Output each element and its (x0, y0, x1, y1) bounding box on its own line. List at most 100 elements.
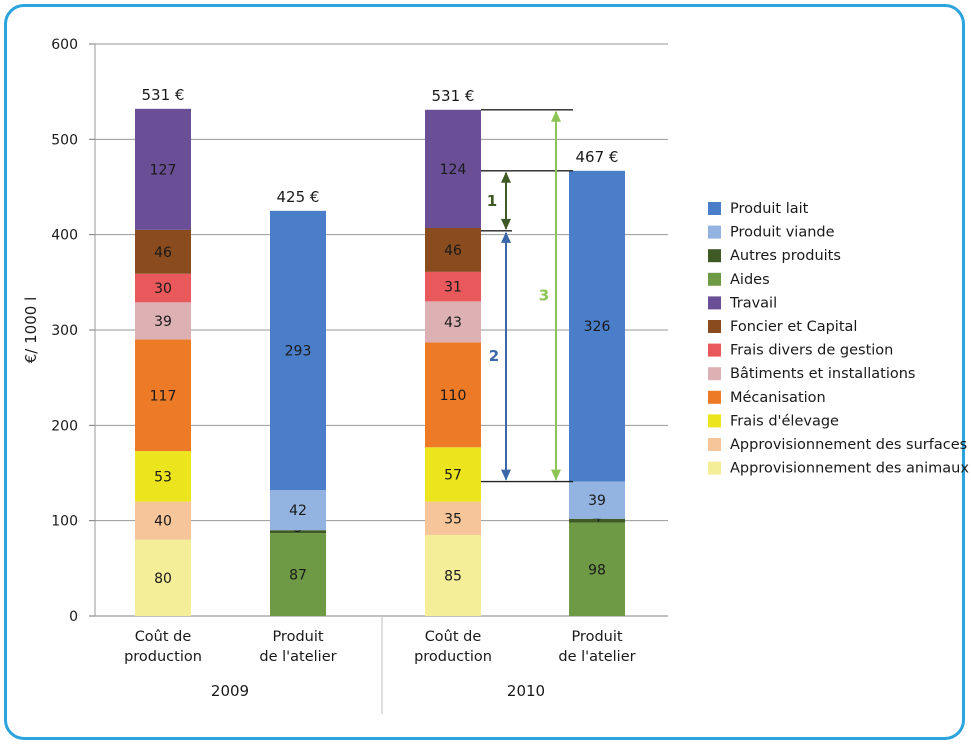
bars: 80 40 53 117 39 30 46 127 531 € Coût de production… (124, 86, 636, 700)
legend-swatch (708, 343, 721, 357)
segment-value-label: 326 (584, 319, 611, 335)
bar-segment (135, 273, 191, 303)
legend-entry-label: Approvisionnement des surfaces (730, 437, 967, 453)
segment-value-label: 46 (154, 245, 172, 261)
y-tick-label: 300 (51, 323, 78, 339)
segment-value-label: 80 (154, 571, 172, 587)
legend-entry-label: Aides (730, 272, 770, 288)
segment-value-label: 293 (285, 343, 312, 359)
legend-entry-label: Approvisionnement des animaux (730, 461, 969, 477)
legend-entry-label: Produit viande (730, 225, 835, 241)
y-axis-ticks: 0 100 200 300 400 500 600 (51, 37, 78, 625)
segment-value-label: 43 (444, 315, 462, 331)
bar-segment (569, 481, 625, 519)
annotations: 1 2 3 (481, 109, 573, 483)
bar-segment (135, 229, 191, 274)
arrowhead (501, 469, 511, 481)
legend-entry-label: Mécanisation (730, 390, 826, 406)
bar-segment (135, 539, 191, 616)
legend-swatch (708, 414, 721, 428)
segment-value-label: 30 (154, 281, 172, 297)
legend-entry-label: Travail (729, 295, 777, 311)
bar-segment (135, 302, 191, 340)
legend-entry-label: Bâtiments et installations (730, 366, 915, 382)
segment-value-label: 42 (289, 503, 307, 519)
segment-value-label: 39 (588, 493, 606, 509)
legend-entry-label: Frais divers de gestion (730, 343, 893, 359)
segment-value-label: 117 (150, 388, 177, 404)
y-tick-label: 500 (51, 132, 78, 148)
legend-entry-label: Produit lait (730, 201, 809, 217)
category-label: de l'atelier (558, 649, 635, 665)
annotation-label: 1 (487, 192, 497, 210)
y-axis-label: €/ 1000 l (22, 297, 40, 363)
arrowhead (501, 171, 511, 183)
y-tick-label: 600 (51, 37, 78, 53)
segment-value-label: 98 (588, 562, 606, 578)
category-label: de l'atelier (259, 649, 336, 665)
legend-swatch (708, 225, 721, 239)
legend-swatch (708, 438, 721, 451)
legend-swatch (708, 320, 721, 333)
y-tick-label: 400 (51, 228, 78, 244)
bar-segment (425, 342, 481, 448)
bar-segment (425, 447, 481, 502)
y-tick-label: 0 (69, 609, 78, 625)
legend-swatch (708, 202, 721, 215)
bar-segment (135, 501, 191, 540)
segment-value-label: 127 (150, 162, 177, 178)
category-label: production (124, 649, 202, 665)
bar-segment (425, 501, 481, 535)
arrowhead (501, 231, 511, 243)
legend-swatch (708, 461, 721, 475)
segment-value-label: 57 (444, 467, 462, 483)
bar-total-label: 531 € (432, 87, 475, 105)
bar-segment (270, 490, 326, 531)
bar-total-label: 531 € (142, 86, 185, 104)
bar-segment (135, 108, 191, 230)
bar-segment (135, 339, 191, 452)
segment-value-label: 87 (289, 568, 307, 584)
category-label: Produit (272, 629, 323, 645)
legend-swatch (708, 272, 721, 286)
bar-segment (425, 227, 481, 272)
category-label: production (414, 649, 492, 665)
segment-value-label: 40 (154, 514, 172, 530)
segment-value-label: 124 (440, 162, 467, 178)
legend-entry-label: Autres produits (730, 248, 841, 264)
category-label: Coût de (425, 629, 482, 645)
legend-swatch (708, 249, 721, 263)
legend-swatch (708, 390, 721, 404)
annotation-label: 3 (539, 287, 549, 305)
segment-value-label: 31 (444, 280, 462, 296)
legend: Produit lait Produit viande Autres produit… (708, 201, 969, 477)
arrowhead (551, 469, 561, 481)
bar-segment (569, 170, 625, 482)
bar-segment (569, 522, 625, 616)
legend-swatch (708, 367, 721, 381)
year-label: 2009 (211, 682, 249, 700)
legend-entry-label: Frais d'élevage (730, 413, 839, 429)
bar-segment (425, 301, 481, 343)
y-tick-label: 100 (51, 514, 78, 530)
segment-value-label: 35 (444, 511, 462, 527)
segment-value-label: 110 (440, 388, 467, 404)
segment-value-label: 53 (154, 469, 172, 485)
bar-segment (270, 530, 326, 534)
bar-total-label: 425 € (277, 188, 320, 206)
annotation-label: 2 (489, 347, 499, 365)
bar-segment (270, 210, 326, 491)
year-label: 2010 (507, 682, 545, 700)
bar-segment (135, 451, 191, 502)
bar-total-label: 467 € (576, 148, 619, 166)
segment-value-label: 46 (444, 243, 462, 259)
segment-value-label: 39 (154, 314, 172, 330)
category-label: Produit (571, 629, 622, 645)
bar-segment (425, 109, 481, 228)
legend-swatch (708, 296, 721, 310)
segment-value-label: 85 (444, 568, 462, 584)
category-label: Coût de (135, 629, 192, 645)
bar-segment (425, 271, 481, 302)
arrowhead (501, 218, 511, 230)
